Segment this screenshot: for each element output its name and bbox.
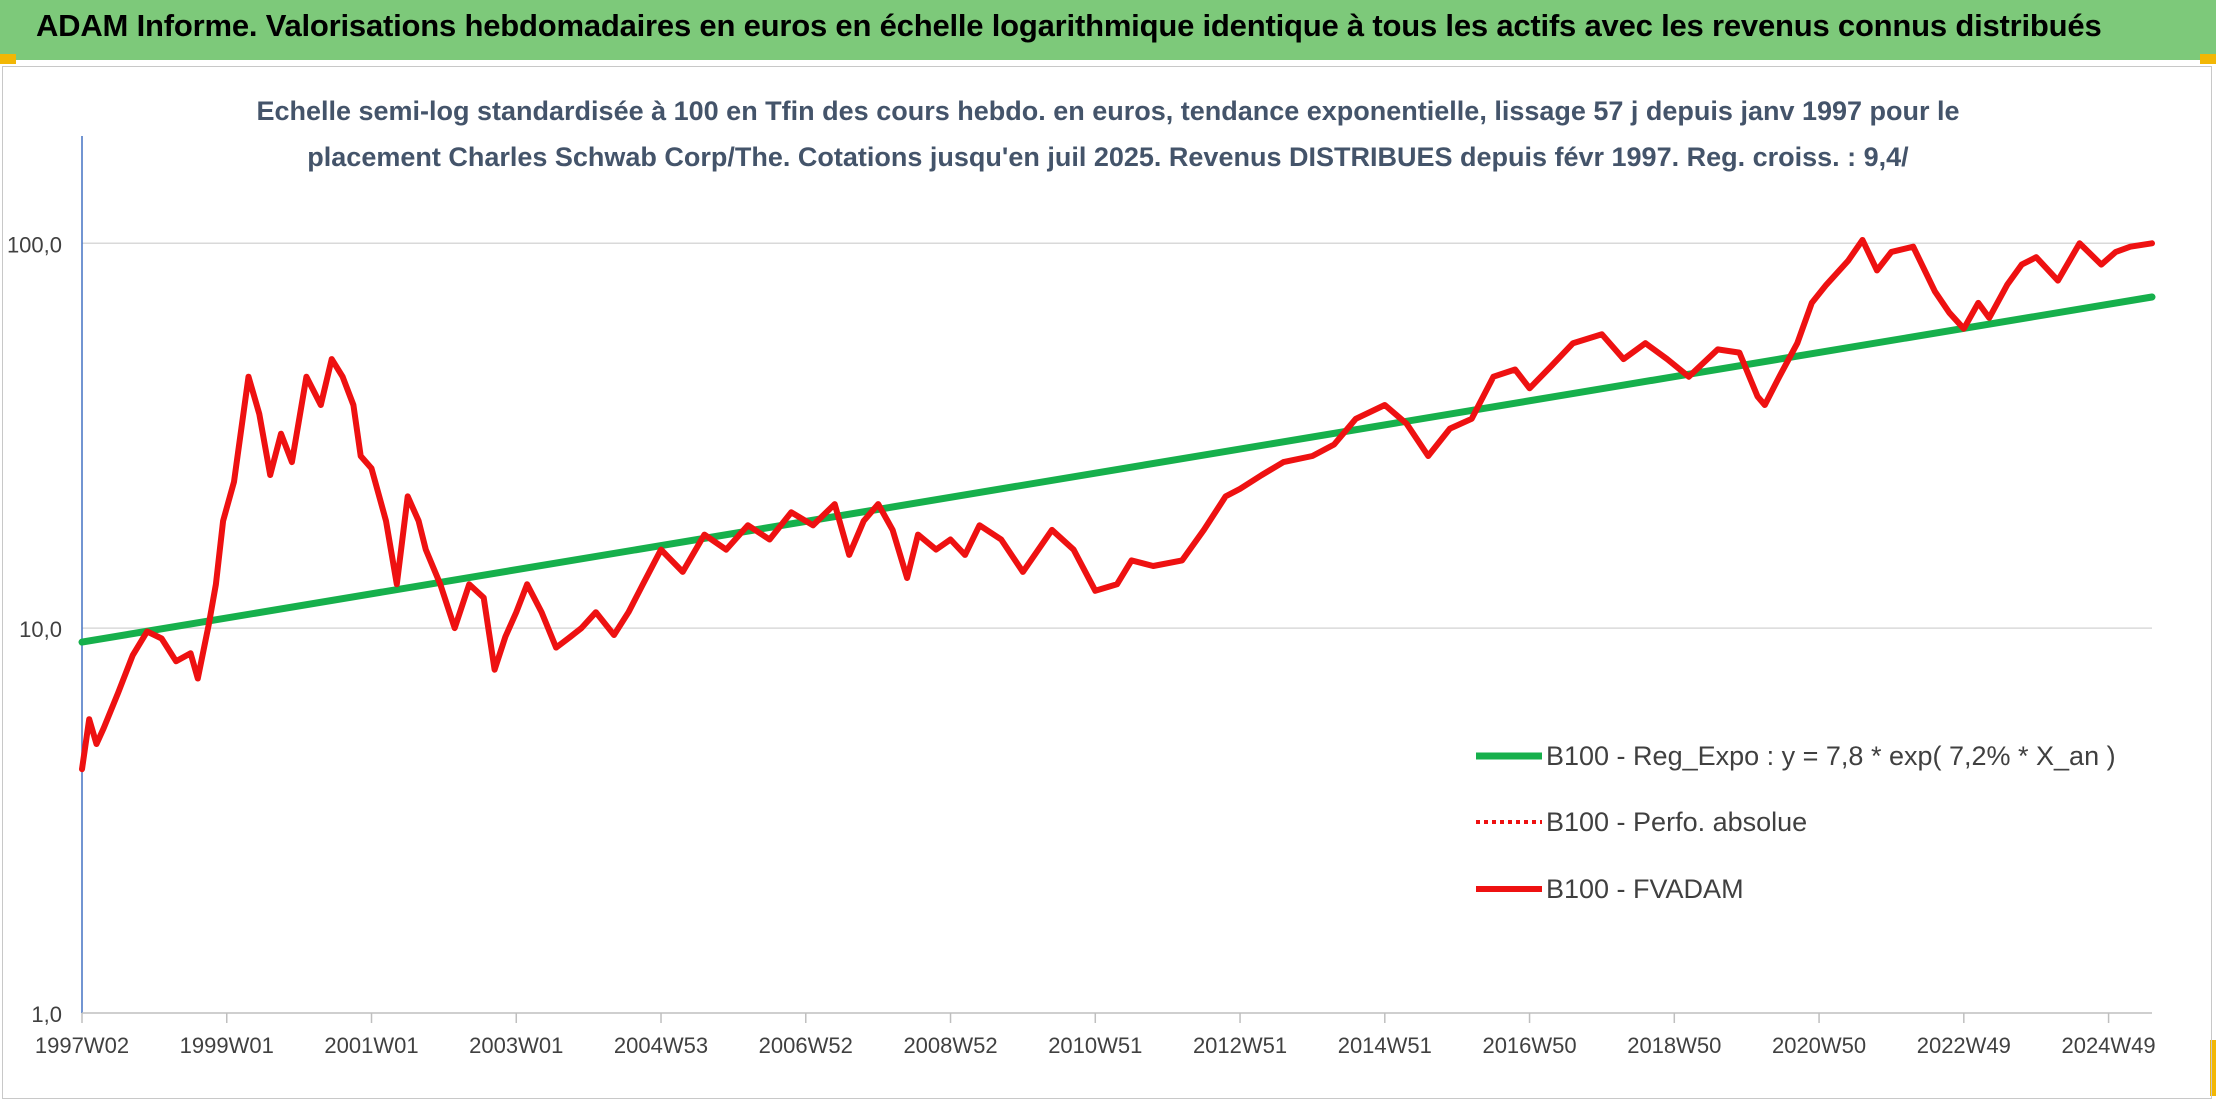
x-tick-label: 2006W52 xyxy=(759,1033,853,1058)
series-line-0 xyxy=(78,293,2156,646)
legend-label-1: B100 - Perfo. absolue xyxy=(1546,807,1807,837)
corner-marker-left xyxy=(0,54,16,64)
series-line-2 xyxy=(79,237,2155,773)
x-tick-label: 2022W49 xyxy=(1917,1033,2011,1058)
x-tick-label: 2008W52 xyxy=(903,1033,997,1058)
y-tick-label: 1,0 xyxy=(31,1002,62,1027)
x-tick-label: 2012W51 xyxy=(1193,1033,1287,1058)
x-tick-label: 2016W50 xyxy=(1482,1033,1576,1058)
header-banner: ADAM Informe. Valorisations hebdomadaire… xyxy=(0,0,2216,60)
x-tick-label: 2014W51 xyxy=(1338,1033,1432,1058)
series-lines xyxy=(78,237,2156,773)
axes xyxy=(81,136,2152,1023)
legend: B100 - Reg_Expo : y = 7,8 * exp( 7,2% * … xyxy=(1476,741,2116,904)
chart-title-line-1: Echelle semi-log standardisée à 100 en T… xyxy=(256,96,1960,126)
page-title: ADAM Informe. Valorisations hebdomadaire… xyxy=(36,8,2102,43)
corner-marker-right xyxy=(2200,54,2216,64)
x-tick-label: 1997W02 xyxy=(35,1033,129,1058)
y-tick-label: 10,0 xyxy=(19,617,62,642)
x-tick-label: 2018W50 xyxy=(1627,1033,1721,1058)
x-tick-label: 2024W49 xyxy=(2061,1033,2155,1058)
x-tick-label: 2004W53 xyxy=(614,1033,708,1058)
x-tick-label: 2003W01 xyxy=(469,1033,563,1058)
gridlines xyxy=(82,242,2152,629)
x-tick-label: 2001W01 xyxy=(324,1033,418,1058)
chart-area xyxy=(2,66,2212,1099)
legend-label-0: B100 - Reg_Expo : y = 7,8 * exp( 7,2% * … xyxy=(1546,741,2116,771)
x-tick-label: 2010W51 xyxy=(1048,1033,1142,1058)
x-tick-label: 1999W01 xyxy=(180,1033,274,1058)
legend-label-2: B100 - FVADAM xyxy=(1546,874,1744,904)
tick-labels: 1,0 10,0 100,0 1997W02 1999W01 2001W01 2003W01… xyxy=(7,232,2156,1058)
corner-marker-bottom-right xyxy=(2210,1040,2216,1096)
chart-title-line-2: placement Charles Schwab Corp/The. Cotat… xyxy=(307,142,1909,172)
x-tick-label: 2020W50 xyxy=(1772,1033,1866,1058)
y-tick-label: 100,0 xyxy=(7,232,62,257)
